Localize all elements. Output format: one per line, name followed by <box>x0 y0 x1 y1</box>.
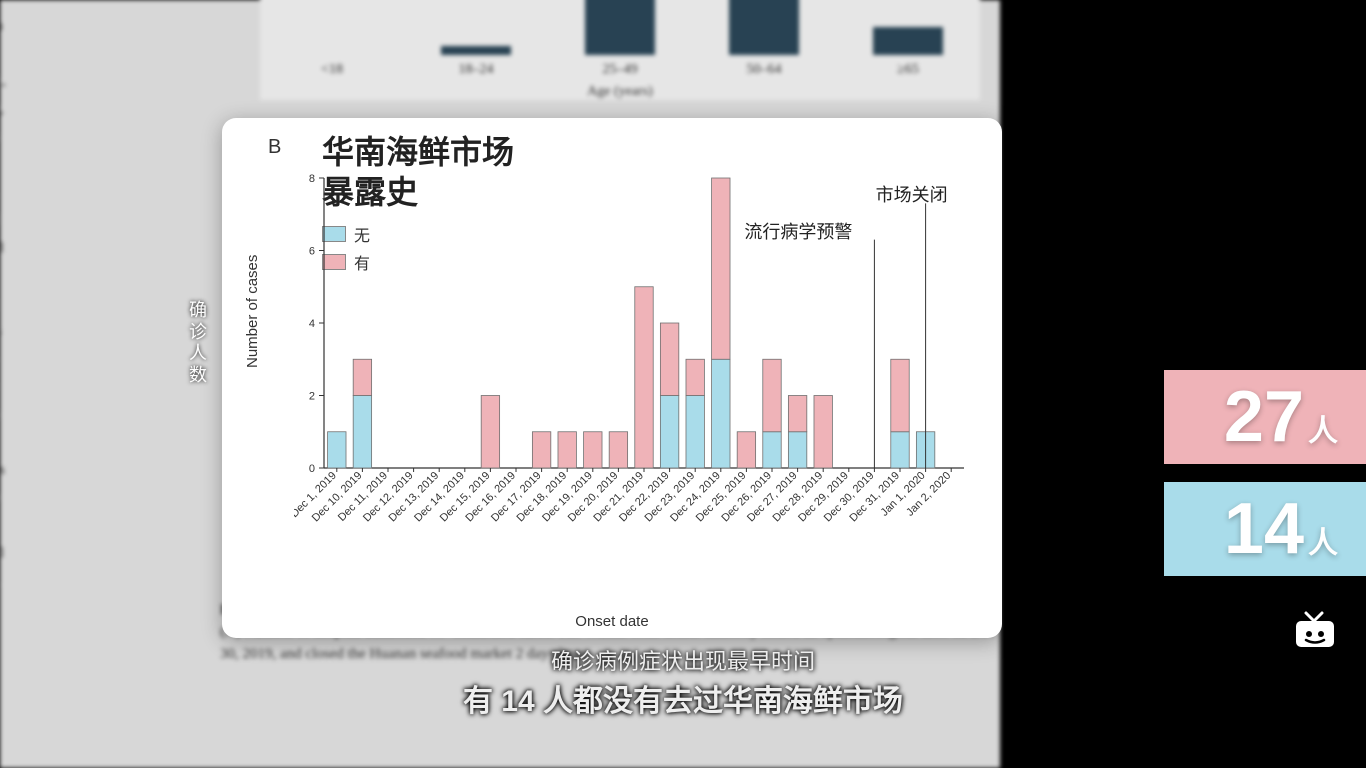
callout-yes-value: 27 <box>1224 376 1304 458</box>
callout-yes-suffix: 人 <box>1308 406 1338 450</box>
chart-card: B 华南海鲜市场暴露史 无 有 Number of cases 02468Dec… <box>222 118 1002 638</box>
y-axis-label: Number of cases <box>244 255 261 368</box>
svg-text:8: 8 <box>309 173 315 185</box>
plot-svg: 02468Dec 1, 2019Dec 10, 2019Dec 11, 2019… <box>294 168 974 548</box>
svg-text:2: 2 <box>309 391 315 403</box>
annotation-market-closed: 市场关闭 <box>876 181 948 207</box>
subtitle-line-1: 确诊病例症状出现最早时间 <box>0 644 1366 676</box>
callout-no-value: 14 <box>1224 488 1304 570</box>
annotation-epi-alert: 流行病学预警 <box>744 218 852 244</box>
x-axis-label: Onset date <box>222 613 1002 630</box>
bg-age-chart: <1818–2425–4950–64≥65Age (years) <box>260 0 980 100</box>
bg-text-column: gical and symptomentus on the production… <box>0 0 200 626</box>
tv-icon <box>1292 611 1338 656</box>
svg-text:6: 6 <box>309 246 315 258</box>
callout-yes-total: 27 人 <box>1164 370 1366 464</box>
panel-letter: B <box>268 136 281 159</box>
subtitle-line-2: 有 14 人都没有去过华南海鲜市场 <box>0 676 1366 720</box>
svg-text:4: 4 <box>309 318 315 330</box>
callout-no-total: 14 人 <box>1164 482 1366 576</box>
callout-no-suffix: 人 <box>1308 518 1338 562</box>
side-label-cases: 确诊人数 <box>188 300 208 386</box>
svg-text:0: 0 <box>309 463 315 475</box>
plot-area: 02468Dec 1, 2019Dec 10, 2019Dec 11, 2019… <box>294 168 974 548</box>
